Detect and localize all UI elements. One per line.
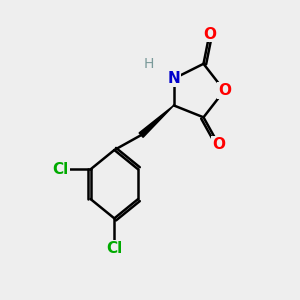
Text: Cl: Cl [53,162,69,177]
Text: O: O [212,136,225,152]
Text: Cl: Cl [106,241,122,256]
Text: N: N [167,71,180,86]
Text: O: O [203,27,216,42]
Polygon shape [139,105,174,137]
Text: H: H [143,57,154,71]
Text: O: O [218,83,231,98]
